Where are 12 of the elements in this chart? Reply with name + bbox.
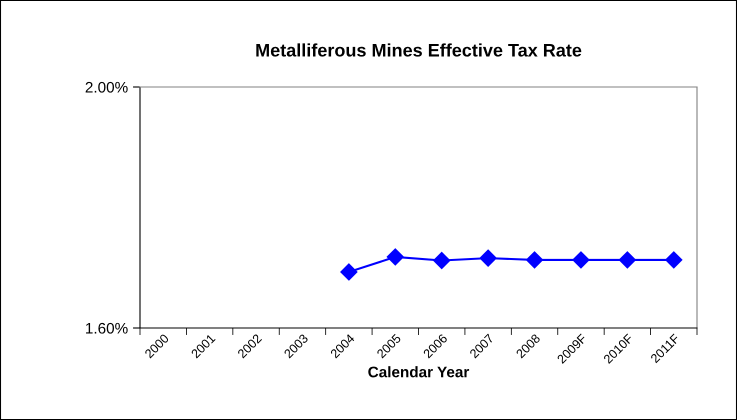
- point: [340, 263, 358, 281]
- point: [480, 250, 497, 267]
- point: [665, 251, 682, 268]
- point: [433, 252, 450, 270]
- chart-title: Metalliferous Mines Effective Tax Rate: [256, 43, 582, 57]
- y-tick-label: 1.60%: [86, 322, 128, 334]
- point: [618, 251, 636, 268]
- point: [386, 248, 404, 266]
- y-tick-label: 2.00%: [86, 82, 128, 93]
- x-axis-title: Calendar Year: [368, 366, 470, 378]
- point: [572, 251, 590, 268]
- point: [526, 251, 544, 268]
